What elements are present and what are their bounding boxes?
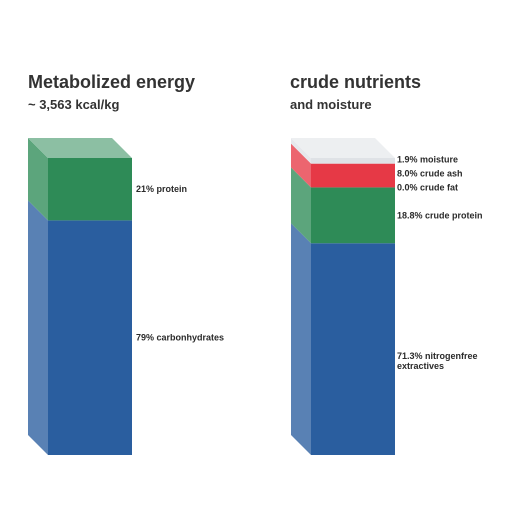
bar-1-segment-protein-side	[28, 138, 48, 221]
bar-1-label-carbonhydrates: 79% carbonhydrates	[136, 333, 224, 343]
bar-2-segment-crude-protein	[311, 187, 395, 244]
bar-1-label-protein: 21% protein	[136, 184, 187, 194]
bar-2-label-crude-fat: 0.0% crude fat	[397, 182, 458, 192]
chart-2-title: crude nutrients	[290, 72, 422, 92]
chart-1-title: Metabolized energy	[28, 72, 196, 92]
bar-2-segment-nitrogenfree-extractives	[311, 243, 395, 455]
chart-2-subtitle: and moisture	[290, 97, 372, 112]
bar-1-segment-carbonhydrates-side	[28, 200, 48, 455]
bar-1-segment-carbonhydrates	[48, 220, 132, 455]
bar-2-segment-nitrogenfree-extractives-side	[291, 223, 311, 455]
bar-2-segment-moisture-side	[291, 138, 311, 164]
bar-2-segment-crude-ash	[311, 163, 395, 188]
bar-2-segment-moisture	[311, 158, 395, 164]
bar-1-top-face	[28, 138, 132, 158]
bar-2-top-face	[291, 138, 395, 158]
bar-2-label-moisture: 1.9% moisture	[397, 154, 458, 164]
chart-1-subtitle: ~ 3,563 kcal/kg	[28, 97, 120, 112]
bar-2-segment-crude-protein-side	[291, 167, 311, 244]
bar-1-segment-protein	[48, 158, 132, 221]
bar-2-label-crude-protein: 18.8% crude protein	[397, 210, 483, 220]
bar-2-label-crude-ash: 8.0% crude ash	[397, 168, 463, 178]
bar-2-segment-crude-ash-side	[291, 143, 311, 188]
bar-2-label-nitrogenfree-extractives: 71.3% nitrogenfree extractives	[397, 351, 478, 371]
